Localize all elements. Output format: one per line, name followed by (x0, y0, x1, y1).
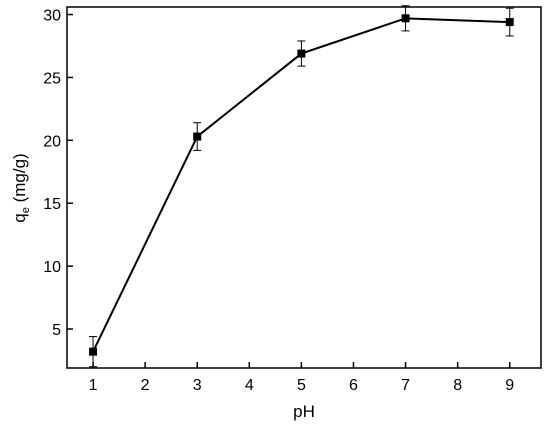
data-point-marker (505, 18, 514, 27)
y-axis-title: qe (mg/g) (10, 153, 32, 222)
x-axis-title: pH (293, 402, 315, 421)
x-tick-label: 1 (89, 377, 98, 394)
y-tick-label: 10 (43, 259, 61, 276)
y-axis-title-main: q (10, 213, 29, 222)
x-tick-label: 7 (401, 377, 410, 394)
x-tick-label: 4 (245, 377, 254, 394)
data-point-marker (89, 347, 98, 356)
data-point-marker (193, 132, 202, 141)
plot-frame (66, 6, 542, 369)
x-tick-label: 5 (297, 377, 306, 394)
data-point-marker (401, 14, 410, 23)
y-axis-title-unit: (mg/g) (10, 153, 29, 207)
y-tick-label: 20 (43, 133, 61, 150)
y-tick-label: 5 (52, 322, 61, 339)
y-axis-title-subscript: e (20, 207, 32, 213)
data-point-marker (297, 49, 306, 58)
x-tick-label: 9 (505, 377, 514, 394)
x-axis-ticks: 1 2 3 4 5 6 7 8 9 (89, 362, 514, 394)
x-tick-label: 8 (453, 377, 462, 394)
y-tick-label: 15 (43, 196, 61, 213)
x-tick-label: 2 (141, 377, 150, 394)
y-axis-ticks: 5 10 15 20 25 30 (43, 8, 73, 339)
series-layer (89, 5, 514, 368)
y-tick-label: 30 (43, 8, 61, 25)
x-tick-label: 6 (349, 377, 358, 394)
series-line (92, 17, 510, 353)
x-tick-label: 3 (193, 377, 202, 394)
y-tick-label: 25 (43, 70, 61, 87)
plot-area (66, 6, 542, 369)
